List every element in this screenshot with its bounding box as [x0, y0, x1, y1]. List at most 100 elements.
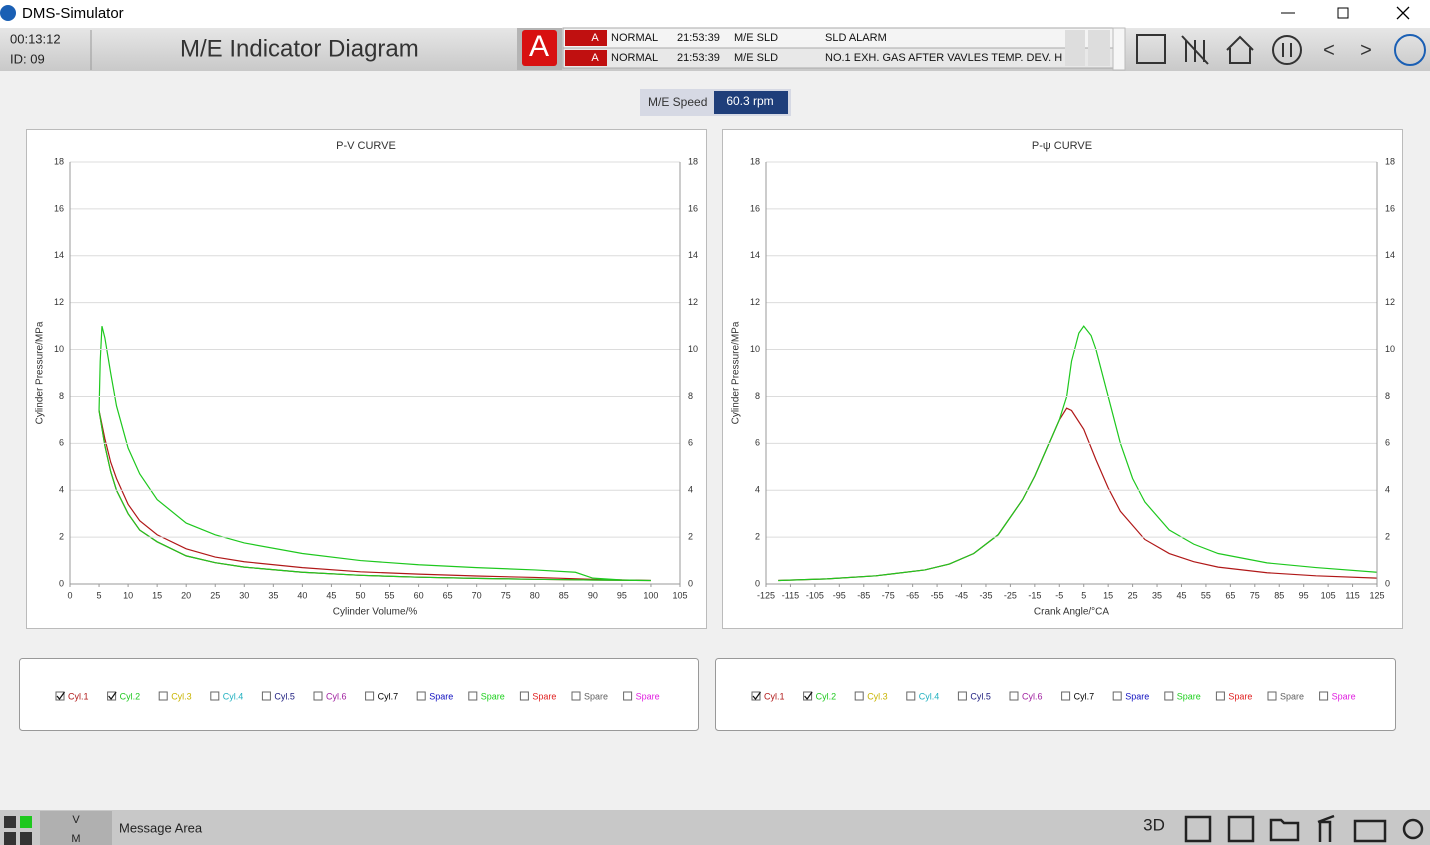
x-tick-label: 0: [67, 590, 72, 600]
window-title: DMS-Simulator: [22, 5, 124, 22]
x-tick-label: 65: [443, 590, 453, 600]
y-tick-label: 10: [54, 344, 64, 354]
y-tick-label: 18: [750, 156, 760, 166]
speed-value-box: [714, 91, 788, 114]
x-tick-label: -65: [906, 590, 919, 600]
status-square: [20, 816, 32, 828]
x-tick-label: 70: [472, 590, 482, 600]
fullscreen-button[interactable]: [1136, 34, 1166, 64]
camera-button[interactable]: [1353, 819, 1387, 843]
y-tick-label: 10: [750, 344, 760, 354]
alarm-indicator[interactable]: [522, 30, 557, 66]
alarm-source: M/E SLD: [734, 52, 778, 64]
status-square: [20, 832, 32, 845]
legend-label: Spare: [1125, 691, 1149, 701]
legend-checkbox[interactable]: [468, 691, 478, 701]
legend-checkbox[interactable]: [158, 691, 168, 701]
save-button[interactable]: [1184, 815, 1212, 843]
legend-label: Cyl.1: [68, 691, 89, 701]
legend-checkbox[interactable]: [1215, 691, 1225, 701]
legend-label: Cyl.3: [171, 691, 192, 701]
x-axis-label: Cylinder Volume/%: [333, 607, 418, 618]
legend-checkbox[interactable]: [906, 691, 916, 701]
legend-checkbox[interactable]: [803, 691, 813, 701]
legend-checkbox[interactable]: [365, 691, 375, 701]
close-button[interactable]: [1396, 6, 1410, 20]
page-heading: M/E Indicator Diagram: [180, 35, 419, 62]
extinguisher-button[interactable]: [1317, 814, 1335, 842]
legend-label: Spare: [532, 691, 556, 701]
legend-checkbox[interactable]: [1061, 691, 1071, 701]
mute-button[interactable]: [1181, 35, 1209, 65]
x-tick-label: 60: [414, 590, 424, 600]
x-tick-label: 95: [1299, 590, 1309, 600]
y2-tick-label: 6: [688, 438, 693, 448]
x-tick-label: -45: [955, 590, 968, 600]
legend-checkbox[interactable]: [416, 691, 426, 701]
y-tick-label: 4: [59, 485, 64, 495]
legend-checkbox[interactable]: [313, 691, 323, 701]
legend-checkbox[interactable]: [1009, 691, 1019, 701]
legend-label: Cyl.2: [120, 691, 141, 701]
logo: [1394, 34, 1426, 66]
x-tick-label: -25: [1004, 590, 1017, 600]
alarm-time: 21:53:39: [677, 32, 720, 44]
x-tick-label: 80: [530, 590, 540, 600]
x-tick-label: 105: [672, 590, 687, 600]
legend-checkbox[interactable]: [571, 691, 581, 701]
legend-checkbox[interactable]: [1164, 691, 1174, 701]
x-tick-label: 90: [588, 590, 598, 600]
y-tick-label: 8: [755, 391, 760, 401]
legend-checkbox[interactable]: [107, 691, 117, 701]
3d-button[interactable]: 3D: [1143, 815, 1165, 834]
legend-checkbox[interactable]: [957, 691, 967, 701]
x-tick-label: 115: [1345, 590, 1359, 600]
legend-checkbox[interactable]: [261, 691, 271, 701]
y-tick-label: 14: [750, 250, 760, 260]
legend-checkbox[interactable]: [1267, 691, 1277, 701]
pause-button[interactable]: [1272, 35, 1302, 65]
legend-checkbox[interactable]: [210, 691, 220, 701]
x-tick-label: 85: [1274, 590, 1284, 600]
legend-checkbox[interactable]: [623, 691, 633, 701]
x-tick-label: 55: [385, 590, 395, 600]
x-tick-label: -85: [857, 590, 870, 600]
y-tick-label: 2: [755, 531, 760, 541]
status-square: [4, 816, 16, 828]
y-tick-label: 2: [59, 531, 64, 541]
open-button[interactable]: [1269, 818, 1300, 842]
settings-button[interactable]: [1402, 818, 1424, 840]
vm-switch[interactable]: [40, 811, 112, 845]
prev-button[interactable]: <: [1323, 39, 1335, 61]
alarm-flag: [565, 50, 607, 66]
legend-checkmark: [804, 691, 813, 700]
legend-checkmark: [108, 691, 117, 700]
legend-checkbox[interactable]: [519, 691, 529, 701]
x-tick-label: 85: [559, 590, 569, 600]
legend-checkbox[interactable]: [751, 691, 761, 701]
ack-buttons[interactable]: [1088, 30, 1110, 66]
alarm-source: M/E SLD: [734, 32, 778, 44]
x-tick-label: 15: [152, 590, 162, 600]
restore-button[interactable]: [1337, 7, 1349, 19]
v-label: V: [72, 814, 80, 826]
legend-label: Spare: [481, 691, 505, 701]
legend-checkbox[interactable]: [55, 691, 65, 701]
legend-label: Cyl.4: [919, 691, 940, 701]
legend-checkbox[interactable]: [1112, 691, 1122, 701]
pause-icon: [1282, 43, 1292, 57]
x-tick-label: 50: [355, 590, 365, 600]
y2-tick-label: 0: [688, 578, 693, 588]
save-as-button[interactable]: [1227, 815, 1255, 843]
legend-checkbox[interactable]: [1319, 691, 1329, 701]
info-buttons[interactable]: [1065, 30, 1085, 66]
alarm-scrollbar[interactable]: [1112, 27, 1126, 71]
next-button[interactable]: >: [1360, 39, 1372, 61]
legend-label: Cyl.6: [326, 691, 347, 701]
x-tick-label: 75: [1250, 590, 1260, 600]
y2-tick-label: 18: [1385, 156, 1395, 166]
legend-checkbox[interactable]: [854, 691, 864, 701]
home-button[interactable]: [1226, 35, 1254, 64]
x-tick-label: 55: [1201, 590, 1211, 600]
